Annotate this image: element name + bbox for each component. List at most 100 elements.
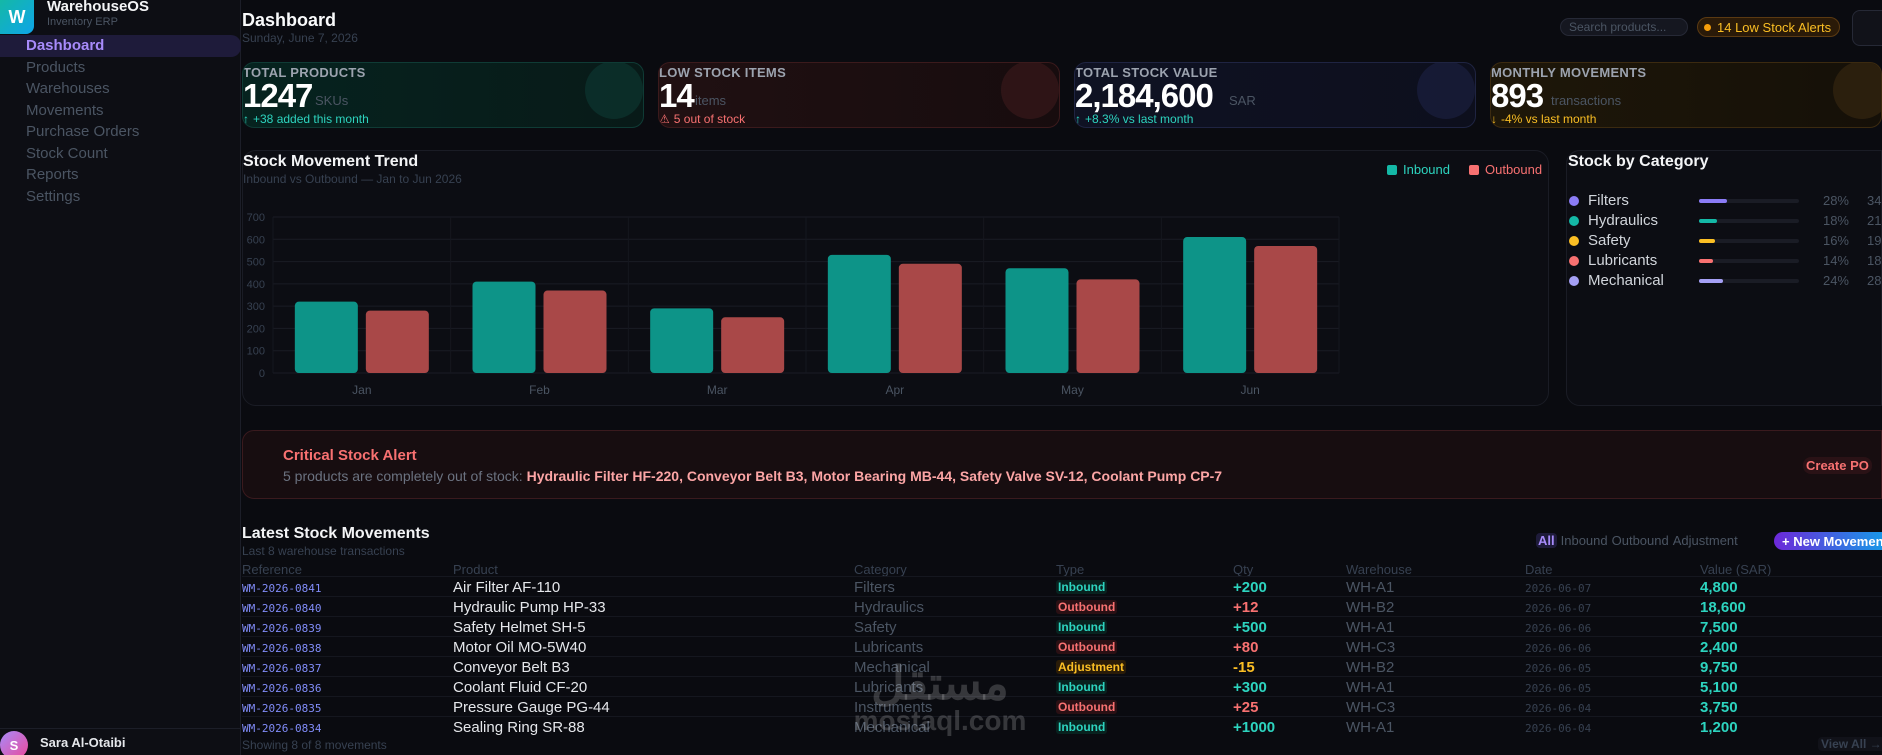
kpi-delta-text: -4% vs last month: [1501, 112, 1597, 126]
sidebar-item-stock-count[interactable]: Stock Count: [26, 144, 108, 162]
category-row[interactable]: Hydraulics 18% 218: [1567, 211, 1882, 231]
column-header-value[interactable]: Value (SAR): [1700, 562, 1772, 577]
bar-outbound-jun[interactable]: [1254, 245, 1318, 373]
column-header-type[interactable]: Type: [1056, 562, 1085, 577]
bar-inbound-mar[interactable]: [650, 308, 714, 373]
bar-inbound-jun[interactable]: [1183, 237, 1247, 373]
movement-reference-link[interactable]: WM-2026-0834: [242, 722, 322, 735]
legend-outbound[interactable]: Outbound: [1469, 162, 1542, 177]
kpi-label: TOTAL STOCK VALUE: [1075, 65, 1218, 80]
table-row[interactable]: WM-2026-0838 Motor Oil MO-5W40 Lubricants O…: [242, 636, 1882, 656]
movement-category: Instruments: [854, 699, 933, 716]
filter-outbound[interactable]: Outbound: [1611, 533, 1669, 548]
table-row[interactable]: WM-2026-0834 Sealing Ring SR-88 Mechanical…: [242, 716, 1882, 736]
create-po-button[interactable]: Create PO: [1803, 457, 1872, 474]
movement-category: Filters: [854, 579, 895, 596]
column-header-product[interactable]: Product: [453, 562, 498, 577]
brand[interactable]: W WarehouseOS Inventory ERP: [0, 0, 241, 34]
bar-outbound-jan[interactable]: [365, 310, 429, 373]
kpi-decoration: [1001, 63, 1059, 119]
bar-outbound-mar[interactable]: [721, 317, 785, 373]
category-dot: [1569, 276, 1579, 286]
movement-value: 3,750: [1700, 699, 1738, 716]
legend-swatch: [1387, 164, 1397, 175]
page-title: Dashboard: [242, 10, 337, 30]
movement-reference-link[interactable]: WM-2026-0838: [242, 642, 322, 655]
category-name: Mechanical: [1588, 272, 1664, 289]
movement-warehouse: WH-B2: [1346, 599, 1395, 616]
table-row[interactable]: WM-2026-0835 Pressure Gauge PG-44 Instrume…: [242, 696, 1882, 716]
view-all-button[interactable]: View All →: [1818, 737, 1882, 751]
bar-inbound-may[interactable]: [1005, 268, 1069, 373]
column-header-date[interactable]: Date: [1525, 562, 1553, 577]
filter-adjustment[interactable]: Adjustment: [1672, 533, 1738, 548]
movement-reference-link[interactable]: WM-2026-0839: [242, 622, 322, 635]
column-header-qty[interactable]: Qty: [1233, 562, 1254, 577]
movement-category: Lubricants: [854, 639, 924, 656]
sidebar-item-settings[interactable]: Settings: [26, 187, 81, 205]
stock-movement-trend-panel: Stock Movement Trend Inbound vs Outbound…: [242, 150, 1549, 406]
movement-value: 5,100: [1700, 679, 1738, 696]
new-movement-button[interactable]: + New Movement: [1774, 532, 1882, 550]
category-percent: 28%: [1822, 193, 1849, 208]
movement-qty: +25: [1233, 699, 1259, 716]
low-stock-alerts-button[interactable]: 14 Low Stock Alerts: [1697, 17, 1841, 37]
bar-outbound-may[interactable]: [1076, 279, 1140, 373]
low-stock-alerts-label: 14 Low Stock Alerts: [1717, 19, 1832, 35]
category-row[interactable]: Safety 16% 198: [1567, 231, 1882, 251]
kpi-card-low-stock: LOW STOCK ITEMS 14 items ⚠ 5 out of stoc…: [658, 62, 1060, 128]
sidebar-item-reports[interactable]: Reports: [26, 166, 79, 184]
movement-value: 2,400: [1700, 639, 1738, 656]
movement-reference-link[interactable]: WM-2026-0835: [242, 702, 322, 715]
kpi-label: LOW STOCK ITEMS: [659, 65, 787, 80]
category-qty: 287: [1867, 273, 1882, 288]
watermark-arabic: مستقل: [871, 657, 1009, 709]
movement-value: 18,600: [1700, 599, 1746, 616]
sidebar-item-movements[interactable]: Movements: [26, 101, 104, 119]
category-bar-fill: [1699, 219, 1717, 223]
sidebar-item-dashboard[interactable]: Dashboard: [0, 35, 241, 57]
sidebar-item-purchase-orders[interactable]: Purchase Orders: [26, 123, 140, 141]
bar-outbound-apr[interactable]: [898, 263, 962, 373]
movement-reference-link[interactable]: WM-2026-0840: [242, 602, 322, 615]
user-profile[interactable]: S Sara Al-Otaibi: [0, 728, 241, 755]
filter-inbound[interactable]: Inbound: [1560, 533, 1608, 548]
x-tick-label: Jan: [352, 383, 371, 397]
category-row[interactable]: Filters 28% 349: [1567, 191, 1882, 211]
sidebar-item-products[interactable]: Products: [26, 58, 86, 76]
kpi-card-stock-value: TOTAL STOCK VALUE 2,184,600 SAR ↑ +8.3% …: [1074, 62, 1476, 128]
kpi-delta-text: +38 added this month: [253, 112, 369, 126]
filter-all[interactable]: All: [1536, 533, 1557, 548]
header-action-button[interactable]: [1852, 10, 1882, 46]
category-row[interactable]: Lubricants 14% 182: [1567, 251, 1882, 271]
kpi-delta: ↑ +38 added this month: [243, 112, 369, 126]
legend-inbound[interactable]: Inbound: [1387, 162, 1450, 177]
table-row[interactable]: WM-2026-0840 Hydraulic Pump HP-33 Hydrauli…: [242, 596, 1882, 616]
column-header-reference[interactable]: Reference: [242, 562, 302, 577]
movement-product: Conveyor Belt B3: [453, 659, 570, 676]
sidebar-item-warehouses[interactable]: Warehouses: [26, 80, 110, 98]
table-row[interactable]: WM-2026-0839 Safety Helmet SH-5 Safety Inbo…: [242, 616, 1882, 636]
bar-inbound-apr[interactable]: [827, 254, 891, 373]
bar-inbound-feb[interactable]: [472, 281, 536, 373]
x-tick-label: Feb: [529, 383, 550, 397]
movement-category: Mechanical: [854, 719, 930, 736]
bar-inbound-jan[interactable]: [294, 301, 358, 373]
movement-reference-link[interactable]: WM-2026-0836: [242, 682, 322, 695]
category-row[interactable]: Mechanical 24% 287: [1567, 271, 1882, 291]
user-name: Sara Al-Otaibi: [40, 735, 126, 750]
kpi-card-monthly-movements: MONTHLY MOVEMENTS 893 transactions ↓ -4%…: [1490, 62, 1882, 128]
column-header-warehouse[interactable]: Warehouse: [1346, 562, 1412, 577]
y-tick-label: 0: [259, 368, 265, 380]
kpi-delta: ↑ +8.3% vs last month: [1075, 112, 1193, 126]
column-header-category[interactable]: Category: [854, 562, 907, 577]
movement-reference-link[interactable]: WM-2026-0841: [242, 582, 322, 595]
table-row[interactable]: WM-2026-0836 Coolant Fluid CF-20 Lubricant…: [242, 676, 1882, 696]
bar-outbound-feb[interactable]: [543, 290, 607, 373]
search-input[interactable]: Search products...: [1560, 18, 1688, 36]
category-bar-track: [1699, 199, 1799, 203]
kpi-card-total-products: TOTAL PRODUCTS 1247 SKUs ↑ +38 added thi…: [242, 62, 644, 128]
table-row[interactable]: WM-2026-0837 Conveyor Belt B3 Mechanical Ad…: [242, 656, 1882, 676]
movement-reference-link[interactable]: WM-2026-0837: [242, 662, 322, 675]
table-row[interactable]: WM-2026-0841 Air Filter AF-110 Filters Inbo…: [242, 576, 1882, 596]
